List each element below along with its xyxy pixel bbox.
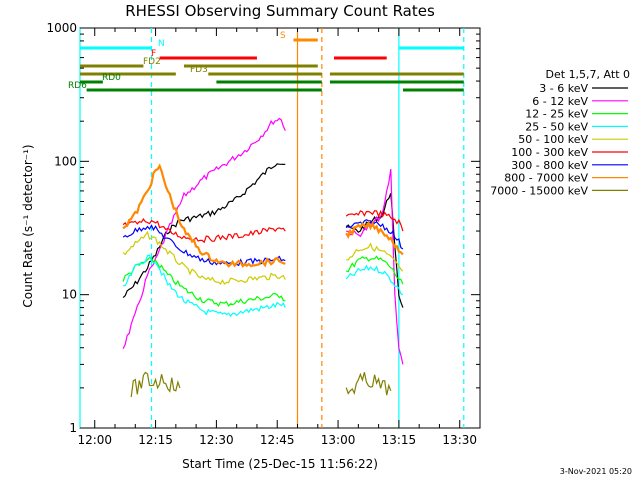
x-tick-label: 13:30 <box>442 433 477 447</box>
flag-label-fd2: FD2 <box>143 57 161 67</box>
legend-label: 7000 - 15000 keV <box>490 184 588 197</box>
x-tick-label: 12:15 <box>138 433 173 447</box>
series-line <box>122 230 286 285</box>
y-tick-label: 10 <box>62 288 77 302</box>
series-line <box>122 117 286 349</box>
legend-label: 25 - 50 keV <box>525 120 588 133</box>
series-line <box>345 220 404 256</box>
series-line <box>345 264 404 296</box>
y-tick-label: 1 <box>69 421 77 435</box>
legend-title: Det 1,5,7, Att 0 <box>546 68 630 81</box>
flag-label-fd3: FD3 <box>190 65 208 75</box>
x-tick-label: 12:45 <box>260 433 295 447</box>
legend-label: 12 - 25 keV <box>525 108 588 121</box>
series-line <box>122 254 286 317</box>
series-line <box>345 372 392 396</box>
legend-label: 100 - 300 keV <box>511 146 588 159</box>
series-line <box>122 224 286 267</box>
series-line <box>346 169 404 365</box>
series-line <box>122 218 286 244</box>
flag-label-rd0: RD0 <box>102 73 121 83</box>
chart-title: RHESSI Observing Summary Count Rates <box>125 2 435 20</box>
series-line <box>122 163 286 268</box>
series-line <box>345 219 404 250</box>
legend-label: 3 - 6 keV <box>539 82 588 95</box>
series-line <box>346 242 404 272</box>
flag-label-n: N <box>158 39 165 49</box>
legend-label: 6 - 12 keV <box>532 95 588 108</box>
x-tick-label: 12:30 <box>199 433 234 447</box>
x-axis-label: Start Time (25-Dec-15 11:56:22) <box>182 457 378 471</box>
flag-label-rd6: RD6 <box>68 81 87 91</box>
legend-label: 50 - 100 keV <box>518 133 588 146</box>
series-line <box>345 193 404 308</box>
y-tick-label: 100 <box>54 154 77 168</box>
flag-label-f: F <box>151 49 156 59</box>
plot-area: 12:00 12:15 12:30 12:45 13:00 13:15 13:30 1 10 10… <box>46 21 481 447</box>
series-line <box>122 257 286 307</box>
x-tick-label: 13:15 <box>382 433 417 447</box>
x-tick-label: 13:00 <box>321 433 356 447</box>
series-line <box>346 255 404 285</box>
footer-date: 3-Nov-2021 05:20 <box>560 467 632 476</box>
flag-label-s: S <box>280 31 286 41</box>
x-tick-label: 12:00 <box>77 433 112 447</box>
legend-label: 300 - 800 keV <box>511 159 588 172</box>
series-line <box>122 163 286 299</box>
y-axis-label: Count Rate (s⁻¹ detector⁻¹) <box>21 144 35 307</box>
series-line <box>345 209 404 232</box>
series-line <box>130 371 181 398</box>
y-tick-label: 1000 <box>46 21 77 35</box>
legend-label: 800 - 7000 keV <box>504 172 588 185</box>
